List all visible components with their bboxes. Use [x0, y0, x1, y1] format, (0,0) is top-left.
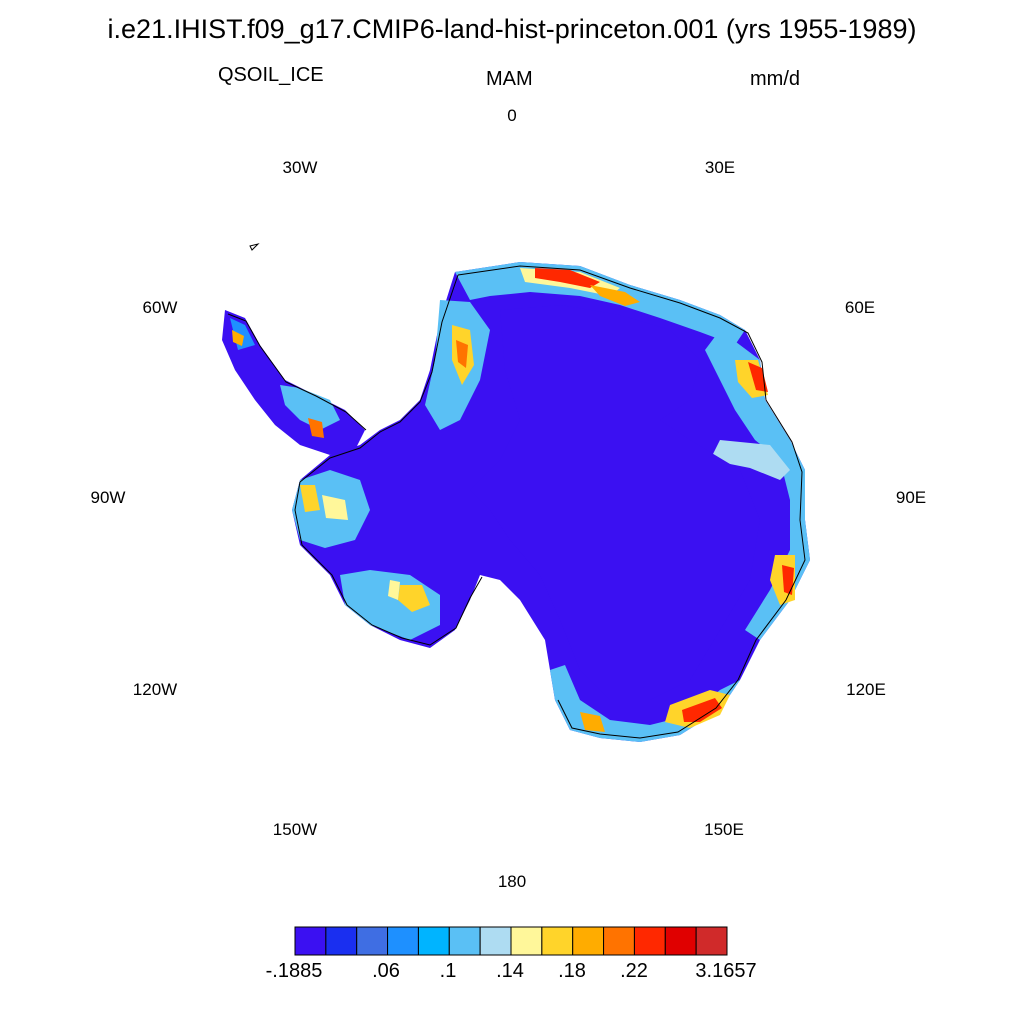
peninsula-fill	[222, 310, 365, 455]
map-title: i.e21.IHIST.f09_g17.CMIP6-land-hist-prin…	[107, 14, 917, 44]
colorbar-box-8	[541, 926, 574, 956]
season-label: MAM	[486, 68, 533, 90]
lon-label-30e: 30E	[704, 158, 736, 177]
colorbar-label-1: .06	[372, 960, 400, 982]
lon-label-120e: 120E	[846, 680, 886, 699]
colorbar-box-13	[695, 926, 728, 956]
lon-label-180: 180	[497, 872, 527, 891]
coastline	[227, 243, 806, 739]
colorbar	[294, 926, 728, 956]
lon-label-90w: 90W	[90, 488, 126, 507]
lon-label-60e: 60E	[844, 298, 876, 317]
colorbar-box-9	[572, 926, 605, 956]
colorbar-box-4	[417, 926, 450, 956]
colorbar-label-3: .14	[496, 960, 524, 982]
colorbar-box-6	[479, 926, 512, 956]
coastal-bands	[292, 262, 810, 742]
lon-label-0: 0	[507, 106, 517, 125]
antarctica-map	[222, 243, 810, 742]
colorbar-box-7	[510, 926, 543, 956]
colorbar-min-label: -.1885	[265, 960, 323, 982]
colorbar-box-0	[294, 926, 327, 956]
lon-label-150w: 150W	[272, 820, 318, 839]
colorbar-max-label: 3.1657	[695, 960, 757, 982]
colorbar-box-1	[325, 926, 358, 956]
colorbar-box-5	[448, 926, 481, 956]
lon-label-120w: 120W	[132, 680, 178, 699]
colorbar-label-4: .18	[558, 960, 586, 982]
variable-label: QSOIL_ICE	[218, 64, 324, 86]
colorbar-box-2	[356, 926, 389, 956]
lon-label-90e: 90E	[895, 488, 927, 507]
colorbar-box-10	[603, 926, 635, 956]
lon-label-30w: 30W	[282, 158, 318, 177]
lon-label-150e: 150E	[704, 820, 744, 839]
lon-label-60w: 60W	[142, 298, 178, 317]
colorbar-box-11	[633, 926, 666, 956]
colorbar-label-2: .1	[439, 960, 457, 982]
colorbar-label-5: .22	[620, 960, 648, 982]
interior-plateau	[470, 305, 760, 700]
colorbar-box-12	[664, 926, 697, 956]
colorbar-box-3	[387, 926, 419, 956]
units-label: mm/d	[750, 68, 800, 90]
